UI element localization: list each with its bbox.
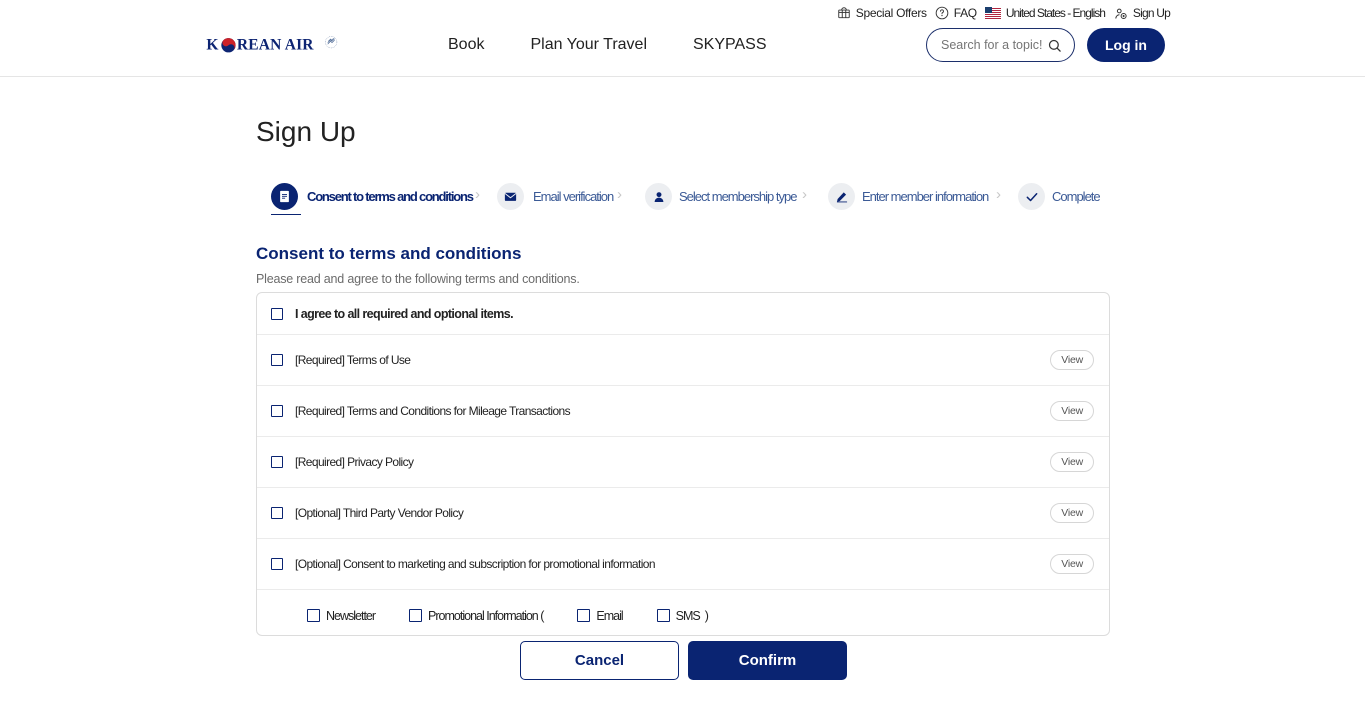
svg-text:K: K — [206, 37, 218, 54]
svg-text:REAN AIR: REAN AIR — [237, 37, 314, 54]
